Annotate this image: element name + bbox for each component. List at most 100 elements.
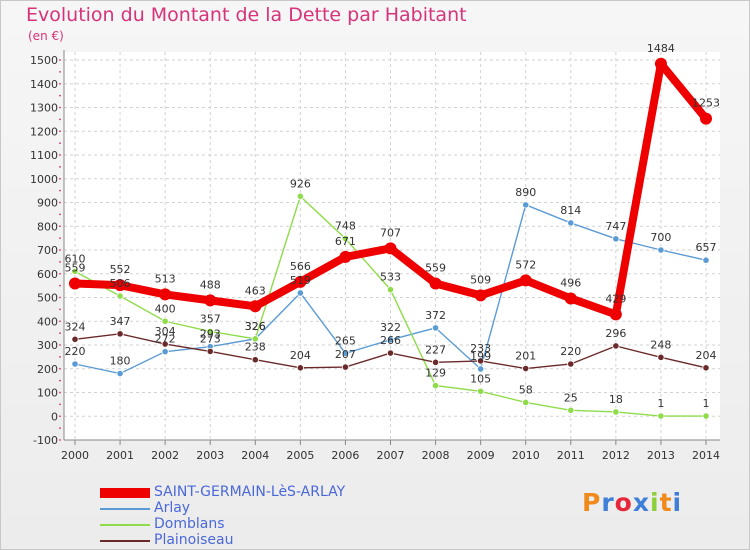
data-point <box>161 317 169 325</box>
chart-title: Evolution du Montant de la Dette par Hab… <box>26 4 467 26</box>
x-tick-label: 2006 <box>331 449 359 462</box>
data-point <box>477 387 485 395</box>
x-tick-label: 2007 <box>377 449 405 462</box>
data-label: 220 <box>65 345 86 358</box>
data-label: 1 <box>657 397 664 410</box>
legend-item-arlay: Arlay <box>100 500 420 517</box>
logo-letter: i <box>650 488 660 517</box>
series-group: 559 552 513 488 463 566 671 707 559 509 572 496 429 1… <box>65 42 720 420</box>
data-point <box>251 335 259 343</box>
data-label: 506 <box>110 277 131 290</box>
data-label: 201 <box>515 350 536 363</box>
data-label: 671 <box>335 235 356 248</box>
data-point <box>567 360 575 368</box>
data-point <box>296 364 304 372</box>
y-minor-dot <box>59 142 61 145</box>
data-label: 25 <box>564 391 578 404</box>
y-tick-label: 100 <box>37 387 58 400</box>
y-tick-label: 0 <box>51 410 58 423</box>
legend-swatch <box>100 488 150 498</box>
x-tick-label: 2013 <box>647 449 675 462</box>
data-point <box>657 412 665 420</box>
data-label: 326 <box>245 320 266 333</box>
series-saint-germain-l-s-arlay <box>69 57 712 321</box>
x-tick-label: 2004 <box>241 449 269 462</box>
legend-swatch <box>100 524 150 526</box>
y-minor-dot <box>59 379 61 382</box>
data-label: 58 <box>519 383 533 396</box>
data-label: 227 <box>425 343 446 356</box>
data-point <box>477 365 485 373</box>
data-label: 324 <box>65 320 86 333</box>
y-minor-dot <box>59 332 61 335</box>
data-point <box>522 364 530 373</box>
data-label: 238 <box>245 341 266 354</box>
x-tick-label: 2012 <box>602 449 630 462</box>
data-point <box>69 277 81 290</box>
y-minor-dot <box>59 59 61 61</box>
legend-label: Domblans <box>154 516 225 532</box>
data-label: 357 <box>200 312 221 325</box>
data-label: 926 <box>290 177 311 190</box>
data-label: 265 <box>335 334 356 347</box>
data-label: 322 <box>380 321 401 334</box>
data-label: 610 <box>65 252 86 265</box>
y-minor-dot <box>59 118 61 121</box>
y-minor-dot <box>59 272 61 275</box>
data-label: 559 <box>65 261 86 274</box>
legend-swatch <box>100 508 150 510</box>
y-minor-dot <box>59 201 61 204</box>
logo-letter: t <box>659 488 673 517</box>
y-tick-label: 200 <box>37 363 58 376</box>
y-tick-label: -100 <box>33 434 58 447</box>
data-point <box>71 360 79 368</box>
data-point <box>204 294 217 307</box>
y-minor-dot <box>59 177 61 180</box>
x-tick-label: 2003 <box>196 449 224 462</box>
y-minor-dot <box>59 225 61 228</box>
proxiti-logo: Proxiti <box>582 488 682 517</box>
y-tick-label: 1300 <box>30 102 58 115</box>
data-point <box>702 256 710 264</box>
data-point <box>567 406 575 414</box>
data-label: 220 <box>560 345 581 358</box>
data-label: 707 <box>380 226 401 239</box>
y-minor-dot <box>59 320 61 323</box>
data-point <box>609 308 622 321</box>
data-point <box>296 192 304 200</box>
y-tick-label: 1400 <box>30 78 58 91</box>
y-axis: -100 0 100 200 300 400 500 600 700 800 900 1000 1100… <box>30 54 61 447</box>
x-tick-label: 2001 <box>106 449 134 462</box>
data-point <box>431 358 440 366</box>
data-label: 266 <box>380 334 401 347</box>
data-label: 814 <box>560 204 581 217</box>
data-label: 1253 <box>692 97 720 110</box>
y-minor-dot <box>59 391 61 394</box>
data-point <box>116 369 124 378</box>
data-point <box>159 288 172 301</box>
y-minor-dot <box>59 427 61 430</box>
y-minor-dot <box>59 344 61 346</box>
data-point <box>702 412 710 420</box>
data-point <box>429 277 442 290</box>
x-tick-label: 2002 <box>151 449 179 462</box>
data-label: 248 <box>650 338 671 351</box>
data-point <box>567 219 575 227</box>
data-point <box>294 275 307 288</box>
y-tick-label: 400 <box>37 315 58 328</box>
legend-item-saint-germain: SAINT-GERMAIN-LèS-ARLAY <box>100 484 420 501</box>
y-minor-dot <box>59 260 61 263</box>
x-axis: 2000 2001 2002 2003 2004 2005 2006 2007 2008 2009… <box>61 50 720 462</box>
y-tick-label: 500 <box>37 292 58 305</box>
y-minor-dot <box>59 130 61 133</box>
data-point <box>251 356 259 364</box>
y-minor-dot <box>59 308 61 311</box>
y-tick-label: 900 <box>37 197 58 210</box>
data-label: 400 <box>155 302 176 315</box>
data-label: 429 <box>605 292 626 305</box>
y-tick-label: 600 <box>37 268 58 281</box>
data-point <box>114 279 127 292</box>
data-label: 559 <box>425 261 446 274</box>
data-label: 273 <box>200 332 221 345</box>
y-minor-dot <box>59 237 61 240</box>
